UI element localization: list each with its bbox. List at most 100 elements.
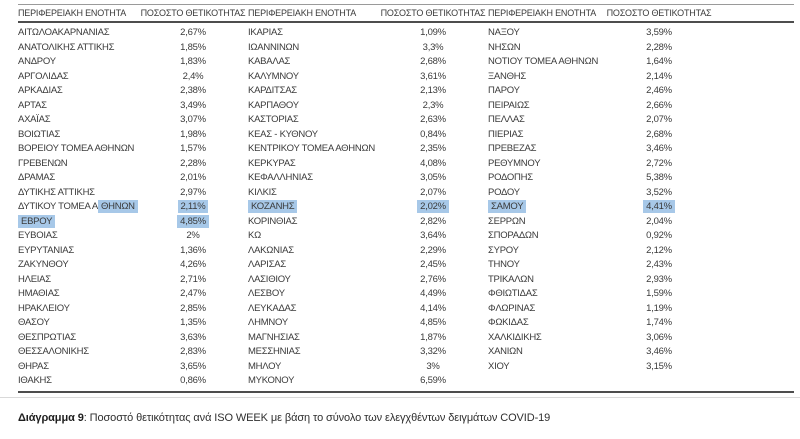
region-name: ΜΑΓΝΗΣΙΑΣ bbox=[248, 331, 300, 343]
positivity-value: 2,68% bbox=[420, 56, 446, 67]
table-row: ΚΕΑΣ - ΚΥΘΝΟΥ 0,84% bbox=[248, 128, 488, 143]
positivity-value: 1,57% bbox=[180, 143, 206, 154]
positivity-value: 2,45% bbox=[420, 259, 446, 270]
region-name: ΤΡΙΚΑΛΩΝ bbox=[488, 273, 534, 285]
positivity-value: 5,38% bbox=[646, 172, 672, 183]
positivity-value: 3,05% bbox=[420, 172, 446, 183]
positivity-value: 2,07% bbox=[646, 114, 672, 125]
positivity-value: 2,83% bbox=[180, 346, 206, 357]
positivity-value: 3,52% bbox=[646, 186, 672, 198]
table-row: ΗΜΑΘΙΑΣ 2,47% bbox=[18, 287, 248, 302]
table-row: ΛΕΥΚΑΔΑΣ 4,14% bbox=[248, 302, 488, 317]
table-row: ΜΥΚΟΝΟΥ 6,59% bbox=[248, 374, 488, 389]
positivity-value: 4,14% bbox=[420, 302, 446, 314]
positivity-value: 2,3% bbox=[422, 99, 444, 111]
table-row: ΑΝΔΡΟΥ 1,83% bbox=[18, 55, 248, 70]
region-name: ΘΗΡΑΣ bbox=[18, 360, 49, 372]
positivity-value: 0,84% bbox=[420, 128, 446, 140]
table-row: ΑΡΤΑΣ 3,49% bbox=[18, 99, 248, 114]
table-row: ΛΑΡΙΣΑΣ 2,45% bbox=[248, 258, 488, 273]
positivity-value: 2% bbox=[186, 230, 200, 241]
region-name: ΘΕΣΠΡΩΤΙΑΣ bbox=[18, 331, 77, 343]
positivity-value: 2,68% bbox=[646, 128, 672, 140]
table-row: ΛΑΣΙΘΙΟΥ 2,76% bbox=[248, 273, 488, 288]
figure-caption: Διάγραμμα 9: Ποσοστό θετικότητας ανά ISO… bbox=[18, 412, 550, 424]
region-name: ΚΟΖΑΝΗΣ bbox=[248, 200, 378, 215]
region-name: ΞΑΝΘΗΣ bbox=[488, 70, 526, 82]
positivity-value: 2,28% bbox=[180, 157, 206, 169]
region-name: ΖΑΚΥΝΘΟΥ bbox=[18, 259, 69, 270]
table-row: ΒΟΡΕΙΟΥ ΤΟΜΕΑ ΑΘΗΝΩΝ 1,57% bbox=[18, 142, 248, 157]
region-name: ΛΑΣΙΘΙΟΥ bbox=[248, 273, 291, 285]
column-header-region: ΠΕΡΙΦΕΡΕΙΑΚΗ ΕΝΟΤΗΤΑ bbox=[248, 8, 357, 18]
region-name: ΡΟΔΟΥ bbox=[488, 186, 520, 198]
header-group-1: ΠΕΡΙΦΕΡΕΙΑΚΗ ΕΝΟΤΗΤΑ ΠΟΣΟΣΤΟ ΘΕΤΙΚΟΤΗΤΑΣ bbox=[18, 7, 248, 19]
positivity-value: 2,13% bbox=[420, 85, 446, 96]
table-row: ΚΙΛΚΙΣ 2,07% bbox=[248, 186, 488, 201]
positivity-value: 2,35% bbox=[420, 143, 446, 154]
table-row: ΜΗΛΟΥ 3% bbox=[248, 360, 488, 375]
positivity-value: 3,59% bbox=[646, 27, 672, 38]
table-row: ΑΧΑΪΑΣ 3,07% bbox=[18, 113, 248, 128]
region-name: ΜΥΚΟΝΟΥ bbox=[248, 375, 295, 386]
region-name: ΙΚΑΡΙΑΣ bbox=[248, 27, 283, 38]
table-column-3: ΝΑΞΟΥ 3,59% ΝΗΣΩΝ 2,28% ΝΟΤΙΟΥ ΤΟΜΕΑ ΑΘΗΝΩΝ 1… bbox=[488, 26, 794, 374]
positivity-value: 2,07% bbox=[420, 186, 446, 198]
region-name: ΔΥΤΙΚΗΣ ΑΤΤΙΚΗΣ bbox=[18, 186, 95, 198]
table-row: ΛΕΣΒΟΥ 4,49% bbox=[248, 287, 488, 302]
selected-text: ΣΑΜΟΥ bbox=[488, 200, 527, 213]
region-name: ΚΕΝΤΡΙΚΟΥ ΤΟΜΕΑ ΑΘΗΝΩΝ bbox=[248, 143, 375, 154]
table-row: ΚΑΛΥΜΝΟΥ 3,61% bbox=[248, 70, 488, 85]
table-row: ΚΑΒΑΛΑΣ 2,68% bbox=[248, 55, 488, 70]
region-name: ΗΡΑΚΛΕΙΟΥ bbox=[18, 302, 70, 314]
positivity-value: 2,38% bbox=[180, 85, 206, 96]
region-name: ΠΕΛΛΑΣ bbox=[488, 114, 525, 125]
table-row: ΑΡΚΑΔΙΑΣ 2,38% bbox=[18, 84, 248, 99]
region-name: ΒΟΙΩΤΙΑΣ bbox=[18, 128, 61, 140]
table-row: ΡΟΔΟΠΗΣ 5,38% bbox=[488, 171, 714, 186]
region-name: ΧΙΟΥ bbox=[488, 360, 510, 372]
region-name: ΙΘΑΚΗΣ bbox=[18, 375, 52, 386]
region-name: ΑΧΑΪΑΣ bbox=[18, 114, 51, 125]
positivity-value: 2,46% bbox=[646, 85, 672, 96]
table-row: ΠΡΕΒΕΖΑΣ 3,46% bbox=[488, 142, 714, 157]
table-row: ΙΚΑΡΙΑΣ 1,09% bbox=[248, 26, 488, 41]
region-name: ΑΝΑΤΟΛΙΚΗΣ ΑΤΤΙΚΗΣ bbox=[18, 41, 115, 53]
table-row: ΜΑΓΝΗΣΙΑΣ 1,87% bbox=[248, 331, 488, 346]
region-name: ΒΟΡΕΙΟΥ ΤΟΜΕΑ ΑΘΗΝΩΝ bbox=[18, 143, 135, 154]
region-name: ΛΕΣΒΟΥ bbox=[248, 288, 285, 299]
region-name: ΣΠΟΡΑΔΩΝ bbox=[488, 230, 539, 241]
region-name: ΓΡΕΒΕΝΩΝ bbox=[18, 157, 68, 169]
table-header-row: ΠΕΡΙΦΕΡΕΙΑΚΗ ΕΝΟΤΗΤΑ ΠΟΣΟΣΤΟ ΘΕΤΙΚΟΤΗΤΑΣ… bbox=[18, 5, 794, 23]
table-row: ΗΡΑΚΛΕΙΟΥ 2,85% bbox=[18, 302, 248, 317]
table-row: ΚΕΝΤΡΙΚΟΥ ΤΟΜΕΑ ΑΘΗΝΩΝ 2,35% bbox=[248, 142, 488, 157]
region-name: ΦΘΙΩΤΙΔΑΣ bbox=[488, 288, 538, 299]
positivity-value: 1,35% bbox=[180, 317, 206, 328]
region-name: ΦΛΩΡΙΝΑΣ bbox=[488, 302, 536, 314]
region-name: ΔΥΤΙΚΟΥ ΤΟΜΕΑ Α ΘΗΝΩΝ bbox=[18, 200, 138, 215]
selected-text: ΚΟΖΑΝΗΣ bbox=[248, 200, 298, 213]
region-name: ΦΩΚΙΔΑΣ bbox=[488, 317, 529, 328]
region-name: ΕΒΡΟΥ bbox=[18, 214, 138, 230]
table-row: ΙΩΑΝΝΙΝΩΝ 3,3% bbox=[248, 41, 488, 56]
positivity-value: 4,85% bbox=[138, 214, 248, 230]
header-group-3: ΠΕΡΙΦΕΡΕΙΑΚΗ ΕΝΟΤΗΤΑ ΠΟΣΟΣΤΟ ΘΕΤΙΚΟΤΗΤΑΣ bbox=[488, 7, 794, 19]
positivity-value: 4,41% bbox=[604, 200, 714, 215]
table-row: ΘΗΡΑΣ 3,65% bbox=[18, 360, 248, 375]
table-row: ΦΛΩΡΙΝΑΣ 1,19% bbox=[488, 302, 714, 317]
table-row: ΝΟΤΙΟΥ ΤΟΜΕΑ ΑΘΗΝΩΝ 1,64% bbox=[488, 55, 714, 70]
table-row: ΧΑΝΙΩΝ 3,46% bbox=[488, 345, 714, 360]
positivity-value: 2,12% bbox=[646, 244, 672, 256]
table-row: ΚΕΡΚΥΡΑΣ 4,08% bbox=[248, 157, 488, 172]
positivity-value: 6,59% bbox=[420, 375, 446, 386]
positivity-value: 4,49% bbox=[420, 288, 446, 299]
table-row: ΕΥΡΥΤΑΝΙΑΣ 1,36% bbox=[18, 244, 248, 259]
positivity-table: ΠΕΡΙΦΕΡΕΙΑΚΗ ΕΝΟΤΗΤΑ ΠΟΣΟΣΤΟ ΘΕΤΙΚΟΤΗΤΑΣ… bbox=[18, 4, 794, 393]
positivity-value: 2,29% bbox=[420, 244, 446, 256]
table-row: ΕΥΒΟΙΑΣ 2% bbox=[18, 229, 248, 244]
column-header-region: ΠΕΡΙΦΕΡΕΙΑΚΗ ΕΝΟΤΗΤΑ bbox=[18, 8, 127, 18]
positivity-value: 2,66% bbox=[646, 99, 672, 111]
positivity-value: 2,93% bbox=[646, 273, 672, 285]
positivity-value: 0,86% bbox=[180, 375, 206, 386]
positivity-value: 1,87% bbox=[420, 331, 446, 343]
